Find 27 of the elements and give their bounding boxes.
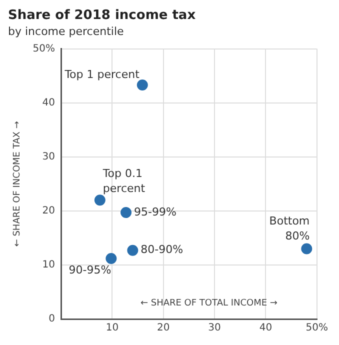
y-tick-label: 20 xyxy=(42,206,56,217)
x-axis-title: ← SHARE OF TOTAL INCOME → xyxy=(140,298,278,308)
point xyxy=(94,194,106,206)
point xyxy=(120,207,132,218)
chart-subtitle: by income percentile xyxy=(8,25,124,38)
x-tick-label: 10 xyxy=(106,322,119,334)
annotation: 80-90% xyxy=(140,243,184,256)
point xyxy=(136,80,148,91)
x-tick-label: 50% xyxy=(306,322,328,334)
annotation: 95-99% xyxy=(134,205,176,218)
x-tick-label: 40 xyxy=(259,322,272,334)
annotation: 90-95% xyxy=(68,263,112,276)
x-tick-label: 20 xyxy=(157,322,170,334)
point xyxy=(127,244,138,256)
annotation: Top 0.1 percent xyxy=(102,166,146,195)
chart-title: Share of 2018 income tax xyxy=(8,8,196,24)
y-tick-label: 40 xyxy=(42,97,56,108)
x-tick-label: 30 xyxy=(208,322,221,334)
y-tick-label: 50% xyxy=(32,43,56,54)
y-tick-label: 30 xyxy=(42,151,56,162)
annotation: Bottom 80% xyxy=(269,214,310,243)
point xyxy=(301,243,312,254)
annotation: Top 1 percent xyxy=(64,68,140,81)
point xyxy=(106,252,117,264)
y-axis-title: ← SHARE OF INCOME TAX → xyxy=(12,120,23,247)
y-tick-label: 10 xyxy=(42,260,56,271)
y-tick-label: 0 xyxy=(48,314,56,325)
